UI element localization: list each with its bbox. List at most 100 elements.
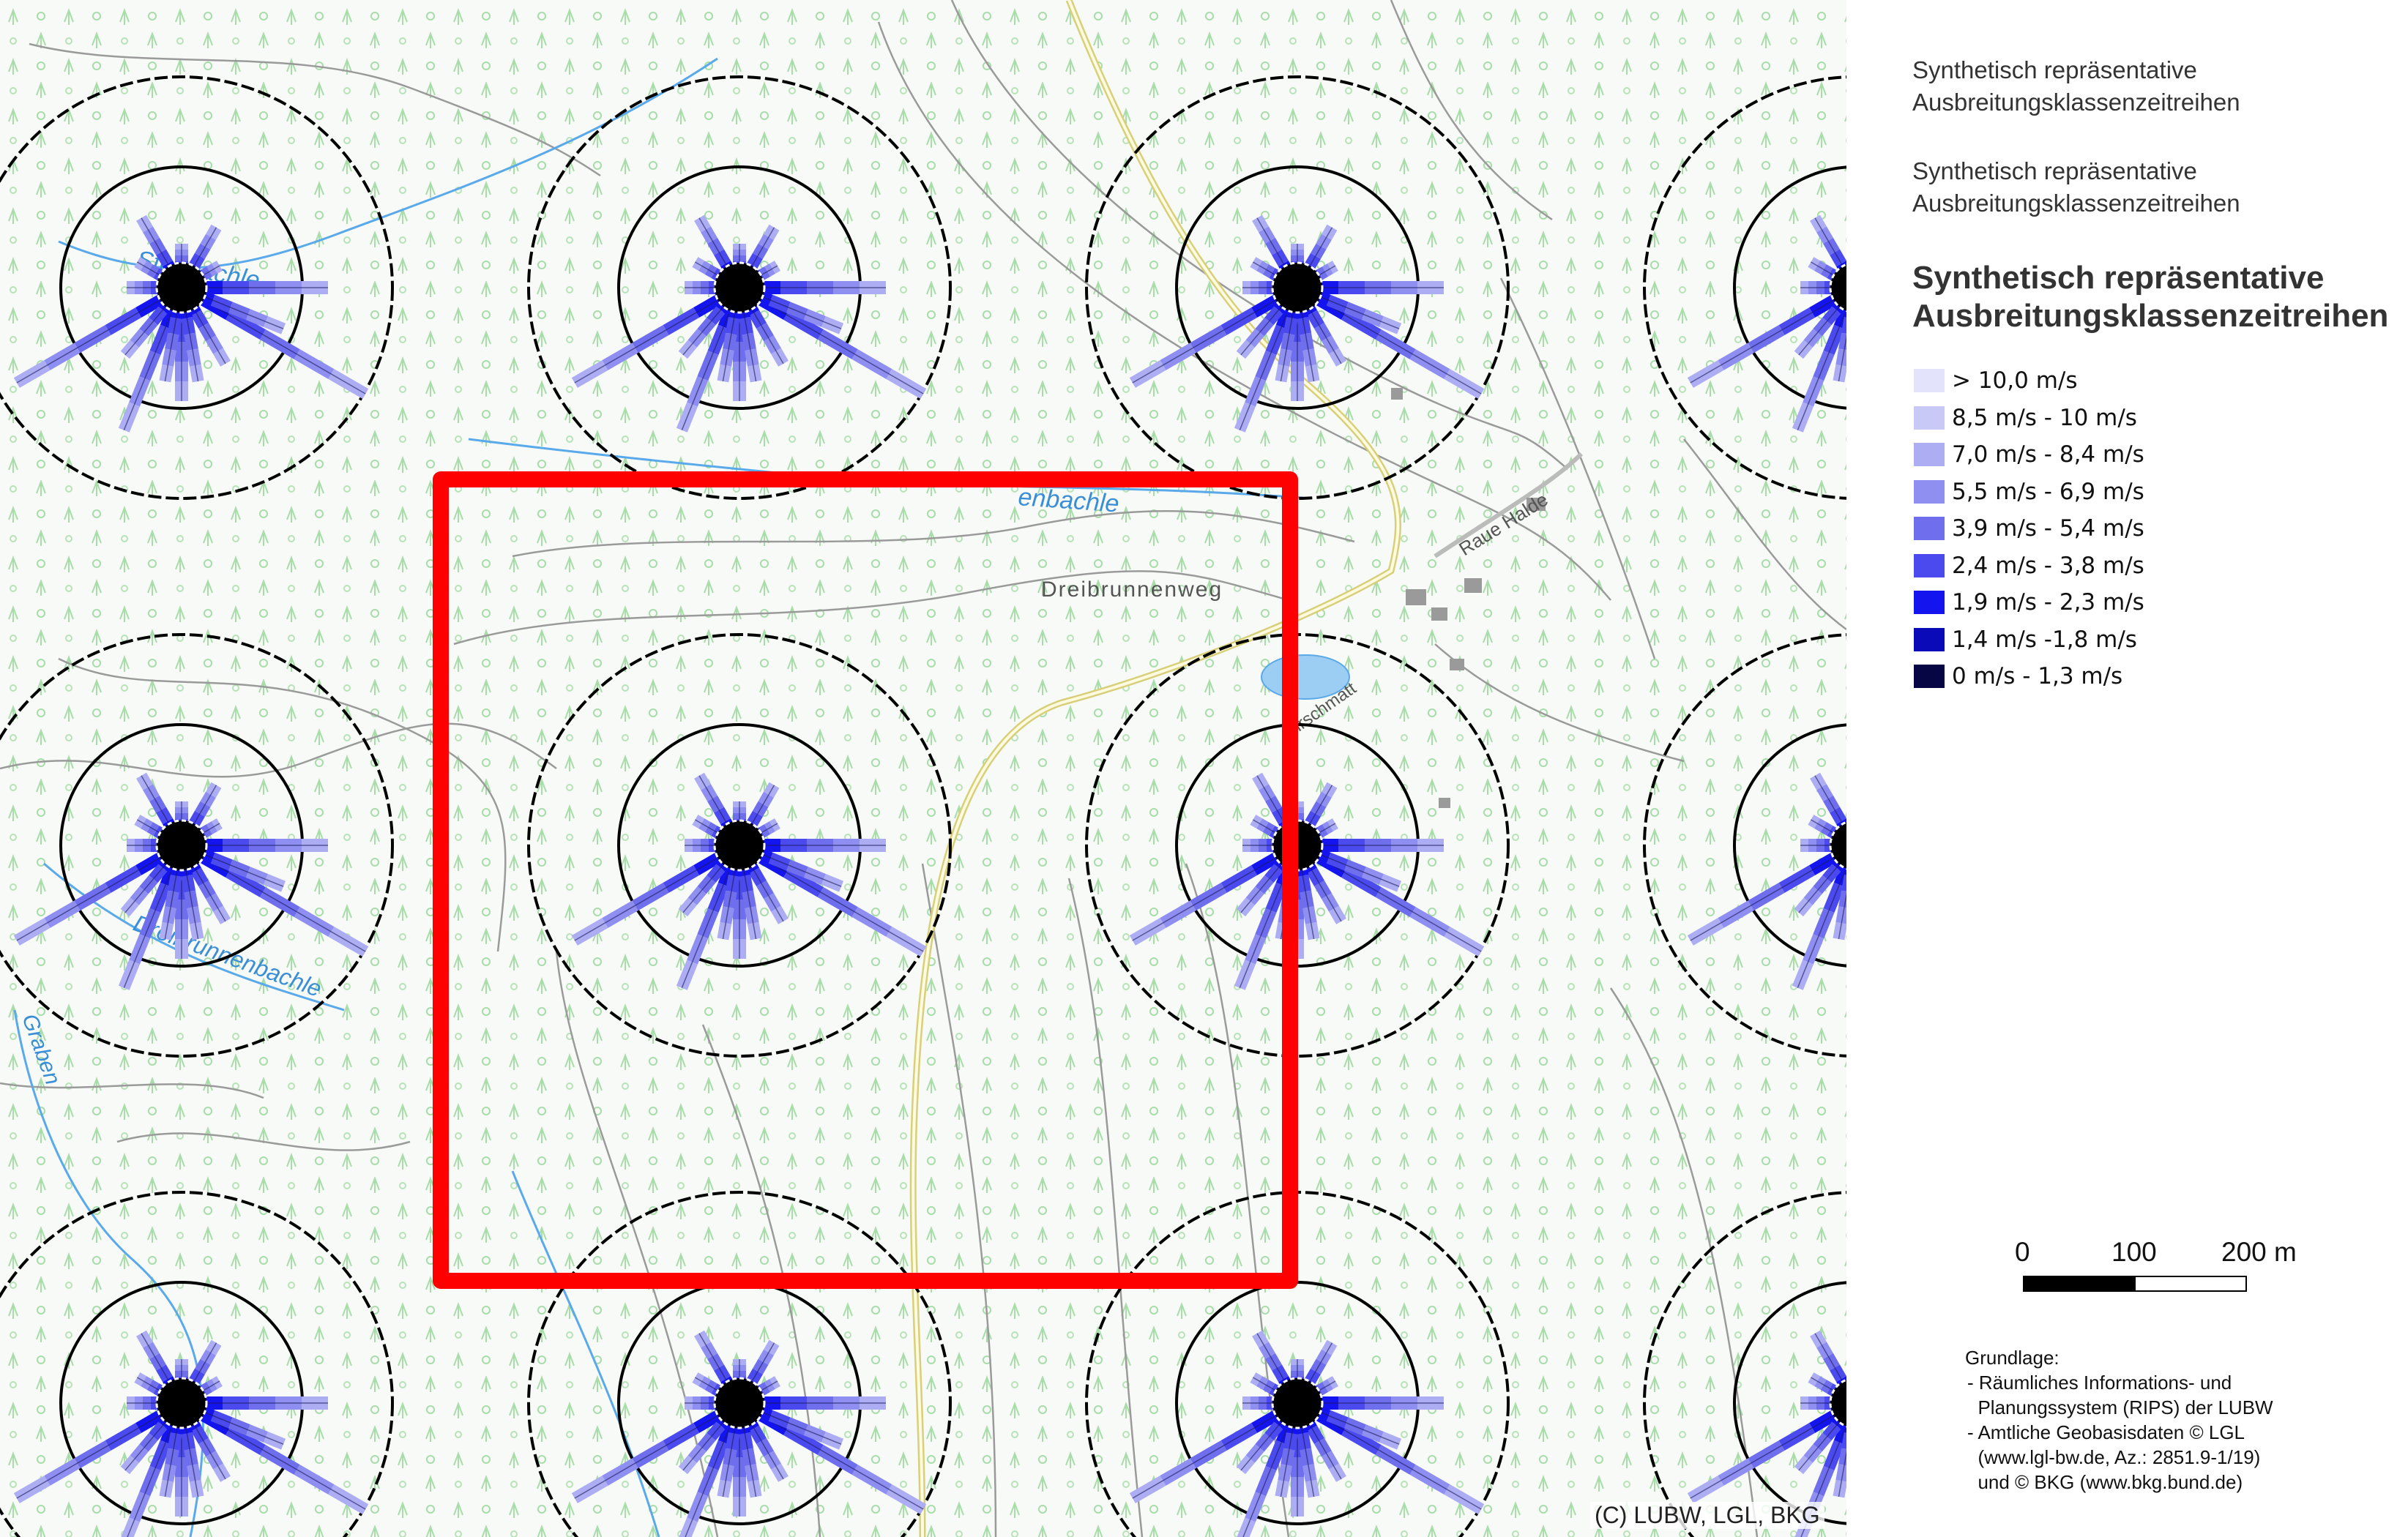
- legend-class-row: 1,9 m/s - 2,3 m/s: [1914, 588, 2144, 617]
- sources-line-5: und © BKG (www.bkg.bund.de): [1967, 1471, 2243, 1493]
- wind-rose: [0, 75, 394, 500]
- rose-spoke-outline: [183, 1417, 199, 1497]
- rose-spoke-outline: [193, 1410, 366, 1510]
- rose-spoke-outline: [1690, 294, 1844, 384]
- rose-spoke-outline: [682, 856, 731, 913]
- rose-spoke-outline: [1132, 852, 1286, 941]
- rose-spoke-outline: [1280, 1417, 1296, 1497]
- rose-spoke-outline: [681, 859, 735, 988]
- rose-spoke-outline: [1304, 299, 1342, 364]
- rose-spoke-outline: [188, 857, 226, 922]
- rose-spoke-outline: [16, 1410, 170, 1499]
- sources-heading: Grundlage:: [1965, 1347, 2060, 1369]
- wind-rose: [527, 1191, 952, 1537]
- rose-spoke-outline: [124, 1413, 173, 1471]
- rose-spoke-outline: [753, 292, 842, 329]
- legend-class-row: 8,5 m/s - 10 m/s: [1914, 403, 2137, 433]
- rose-ring-outer: [1643, 75, 1846, 500]
- rose-spoke-outline: [183, 302, 199, 382]
- rose-ring-outer: [0, 633, 394, 1058]
- map-canvas[interactable]: Dreibrunnenweg Raue Halde Stegbachle enb…: [0, 0, 1846, 1537]
- legend-swatch: [1914, 369, 1945, 392]
- legend-title: Synthetisch repräsentative Ausbreitungsk…: [1912, 259, 2388, 335]
- legend-subtitle-2-line-1: Synthetisch repräsentative: [1912, 157, 2197, 184]
- rose-spoke-outline: [1299, 302, 1315, 382]
- sources-line-1: - Räumliches Informations- und: [1967, 1372, 2232, 1394]
- rose-center: [155, 261, 208, 314]
- rose-spoke-outline: [188, 299, 226, 364]
- rose-spoke-outline: [164, 302, 180, 382]
- rose-spoke-outline: [1304, 1415, 1342, 1480]
- legend-subtitle-2-line-2: Ausbreitungsklassenzeitreihen: [1912, 190, 2240, 217]
- rose-spoke-outline: [193, 852, 366, 952]
- rose-spoke-outline: [682, 298, 731, 356]
- rose-spoke-outline: [741, 1417, 757, 1497]
- rose-spoke-outline: [751, 294, 924, 394]
- rose-spoke-outline: [746, 299, 784, 364]
- legend-subtitle-1-line-1: Synthetisch repräsentative: [1912, 56, 2197, 83]
- roads: [909, 0, 1584, 1537]
- rose-spoke-outline: [685, 1416, 735, 1537]
- legend-subtitle-1: Synthetisch repräsentative Ausbreitungsk…: [1912, 54, 2240, 119]
- rose-spoke-outline: [1299, 859, 1315, 940]
- legend-swatch: [1914, 591, 1945, 614]
- rose-ring-inner: [1733, 165, 1846, 410]
- rose-spoke-outline: [124, 856, 173, 913]
- rose-center: [155, 1377, 208, 1429]
- rose-spoke-outline: [681, 301, 735, 430]
- rose-center: [1829, 820, 1846, 870]
- scale-bar: [2023, 1276, 2247, 1292]
- rose-ring-outer: [1085, 75, 1510, 500]
- rose-ring-outer: [527, 633, 952, 1058]
- legend-subtitle-1-line-2: Ausbreitungsklassenzeitreihen: [1912, 89, 2240, 116]
- legend-swatch: [1914, 665, 1945, 688]
- rose-center: [1271, 1377, 1324, 1429]
- rose-spoke-outline: [127, 1416, 177, 1537]
- wind-rose: [527, 75, 952, 500]
- rose-spoke-outline: [1838, 334, 1846, 382]
- legend-class-label: 1,9 m/s - 2,3 m/s: [1952, 589, 2144, 616]
- rose-spoke-outline: [574, 294, 728, 384]
- rose-spoke-outline: [682, 1413, 731, 1471]
- rose-spoke-outline: [1309, 294, 1482, 394]
- rose-spoke-outline: [1311, 850, 1400, 887]
- rose-ring-outer: [0, 1191, 394, 1537]
- legend-class-row: 5,5 m/s - 6,9 m/s: [1914, 477, 2144, 506]
- sources-line-4: (www.lgl-bw.de, Az.: 2851.9-1/19): [1967, 1446, 2261, 1468]
- rose-spoke-outline: [1304, 857, 1342, 922]
- legend-class-row: 2,4 m/s - 3,8 m/s: [1914, 551, 2144, 580]
- rose-spoke-outline: [722, 859, 738, 940]
- rose-spoke-outline: [1280, 302, 1296, 382]
- rose-ring-inner: [1733, 723, 1846, 968]
- rose-spoke-outline: [1239, 301, 1293, 430]
- rose-spoke-outline: [123, 301, 177, 430]
- rose-spoke-outline: [1240, 1413, 1289, 1471]
- rose-spoke-outline: [1299, 1417, 1315, 1497]
- rose-ring-outer: [527, 75, 952, 500]
- wind-rose: [1643, 633, 1846, 1058]
- wind-rose: [1643, 1191, 1846, 1537]
- legend-swatch: [1914, 517, 1945, 540]
- legend-class-label: 2,4 m/s - 3,8 m/s: [1952, 552, 2144, 579]
- legend-subtitle-2: Synthetisch repräsentative Ausbreitungsk…: [1912, 155, 2240, 220]
- legend-class-row: 0 m/s - 1,3 m/s: [1914, 662, 2122, 691]
- wind-rose: [1085, 75, 1510, 500]
- rose-spoke-outline: [1797, 865, 1846, 988]
- rose-spoke-outline: [1309, 852, 1482, 952]
- sources-line-2: Planungssystem (RIPS) der LUBW: [1967, 1396, 2273, 1418]
- rose-spoke-outline: [193, 294, 366, 394]
- rose-center: [1271, 261, 1324, 314]
- rose-spoke-outline: [1798, 856, 1846, 913]
- copyright: (C) LUBW, LGL, BKG: [1590, 1502, 1824, 1529]
- rose-center: [1829, 1378, 1846, 1428]
- legend-class-label: 7,0 m/s - 8,4 m/s: [1952, 441, 2144, 468]
- wind-rose: [1643, 75, 1846, 500]
- rose-spoke-outline: [1132, 1410, 1286, 1499]
- rose-center: [713, 261, 766, 314]
- rose-spoke-outline: [753, 850, 842, 887]
- rose-spoke-outline: [741, 859, 757, 940]
- rose-spoke-outline: [1240, 856, 1289, 913]
- buildings: [1391, 388, 1546, 808]
- legend-class-label: > 10,0 m/s: [1952, 367, 2078, 394]
- scale-label-200: 200 m: [2221, 1237, 2297, 1267]
